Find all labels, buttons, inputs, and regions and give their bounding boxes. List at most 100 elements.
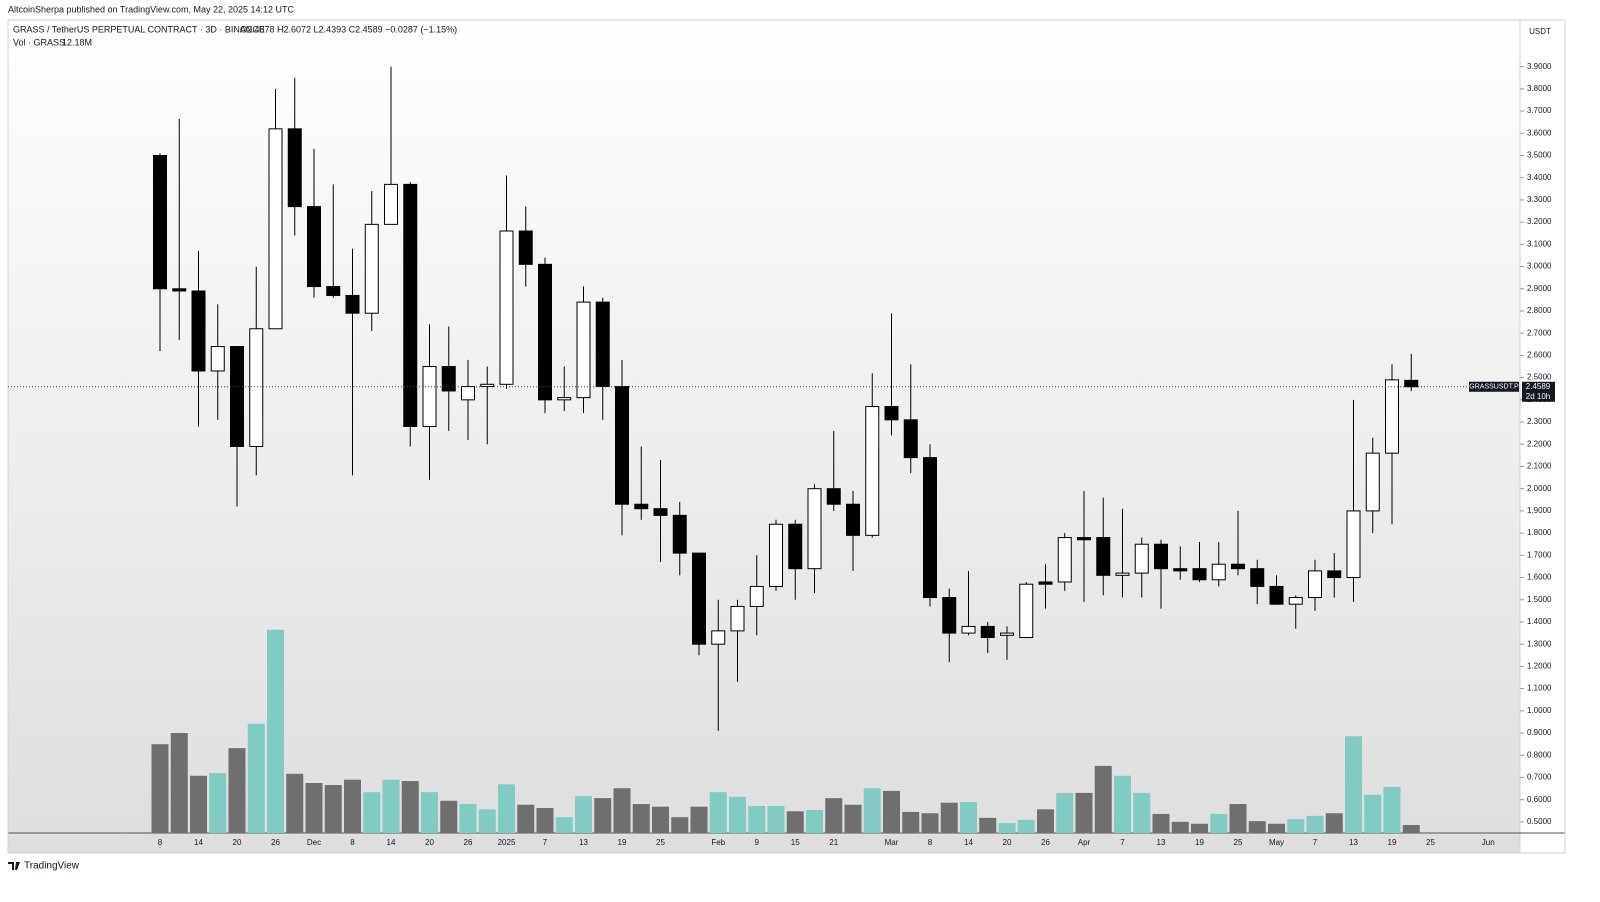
- x-tick-label: 15: [791, 838, 800, 847]
- volume-bar: [806, 809, 823, 833]
- volume-bar: [170, 733, 188, 833]
- y-tick-label: 2.3000: [1527, 417, 1552, 426]
- x-tick-label: 19: [1195, 838, 1204, 847]
- volume-bar: [1056, 792, 1074, 833]
- volume-bar: [440, 800, 458, 833]
- x-tick-label: 20: [233, 838, 242, 847]
- candle-body: [538, 263, 552, 401]
- x-tick-label: 19: [618, 838, 627, 847]
- volume-bar: [1248, 821, 1266, 833]
- x-tick-label: 20: [425, 838, 434, 847]
- candle-body: [711, 630, 726, 645]
- candle-body: [1288, 597, 1303, 605]
- candle-body: [595, 301, 610, 388]
- y-tick-label: 1.8000: [1527, 528, 1552, 537]
- candle-body: [1038, 581, 1053, 585]
- y-tick-label: 1.7000: [1527, 550, 1552, 559]
- candle-body: [1173, 568, 1188, 572]
- candle-body: [153, 155, 167, 290]
- volume-bar: [305, 783, 323, 833]
- candle-body: [364, 223, 379, 314]
- candle-body: [730, 605, 745, 632]
- y-tick-label: 3.7000: [1527, 106, 1552, 115]
- volume-legend: Vol · GRASS: [13, 37, 65, 47]
- candle-body: [1385, 379, 1399, 454]
- volume-bar: [228, 748, 246, 833]
- x-tick-label: 7: [543, 838, 548, 847]
- x-tick-label: May: [1269, 838, 1284, 847]
- x-tick-label: Jun: [1482, 838, 1495, 847]
- candle-body: [191, 290, 206, 372]
- x-tick-label: 8: [158, 838, 163, 847]
- x-tick-label: 21: [829, 838, 838, 847]
- x-tick-label: 8: [350, 838, 355, 847]
- x-tick-label: 20: [1003, 838, 1012, 847]
- candle-body: [865, 406, 880, 536]
- x-tick-label: Apr: [1078, 838, 1091, 847]
- volume-bar: [652, 806, 669, 833]
- volume-bar: [1094, 765, 1112, 833]
- volume-bar: [671, 817, 689, 833]
- volume-bar: [709, 792, 727, 833]
- y-tick-label: 1.0000: [1527, 706, 1552, 715]
- y-tick-label: 2.7000: [1527, 328, 1552, 337]
- x-tick-label: 14: [387, 838, 396, 847]
- y-tick-label: 3.8000: [1527, 84, 1552, 93]
- candle-body: [480, 383, 495, 388]
- volume-bar: [401, 781, 419, 833]
- volume-bar: [690, 806, 708, 833]
- x-tick-label: 13: [1157, 838, 1166, 847]
- x-tick-label: 25: [656, 838, 665, 847]
- candle-body: [653, 508, 668, 516]
- volume-value: 12.18M: [62, 37, 92, 47]
- y-tick-label: 3.1000: [1527, 239, 1552, 248]
- publisher: AltcoinSherpa published on TradingView.c…: [8, 4, 295, 14]
- volume-bar: [151, 744, 169, 833]
- candle-body: [1096, 537, 1111, 576]
- y-tick-label: 0.9000: [1527, 728, 1552, 737]
- y-tick-label: 3.9000: [1527, 62, 1552, 71]
- candle-body: [441, 366, 456, 392]
- x-tick-label: 14: [194, 838, 203, 847]
- candle-body: [615, 386, 629, 505]
- candle-body: [1250, 568, 1265, 587]
- candle-body: [807, 488, 822, 570]
- candle-body: [1365, 452, 1380, 512]
- candle-body: [846, 503, 860, 536]
- volume-bar: [998, 823, 1016, 833]
- volume-bar: [1171, 821, 1189, 833]
- currency: USDT: [1529, 27, 1551, 36]
- logo: [8, 862, 20, 870]
- volume-bar: [1402, 824, 1420, 833]
- candle-body: [903, 419, 918, 459]
- volume-bar: [1017, 819, 1035, 833]
- candle-body: [1154, 543, 1168, 570]
- volume-bar: [1152, 813, 1170, 833]
- y-tick-label: 3.4000: [1527, 173, 1552, 182]
- y-tick-label: 1.3000: [1527, 639, 1552, 648]
- price-axis-background: [1520, 20, 1565, 853]
- candle-body: [268, 128, 283, 330]
- candle-body: [210, 346, 225, 372]
- volume-bar: [1287, 819, 1305, 833]
- y-tick-label: 1.2000: [1527, 662, 1552, 671]
- y-tick-label: 2.9000: [1527, 284, 1552, 293]
- candle-body: [422, 366, 437, 428]
- x-tick-label: 13: [1349, 838, 1358, 847]
- volume-bar: [594, 798, 612, 833]
- volume-bar: [1306, 815, 1324, 833]
- y-tick-label: 0.8000: [1527, 750, 1552, 759]
- candle-body: [1000, 632, 1014, 636]
- volume-bar: [1383, 786, 1401, 833]
- volume-bar: [1114, 775, 1131, 833]
- candle-body: [826, 488, 841, 505]
- candle-body: [249, 328, 264, 447]
- candle-body: [961, 625, 976, 634]
- volume-bar: [729, 796, 746, 833]
- candle-body: [1404, 379, 1419, 388]
- volume-bar: [863, 788, 881, 833]
- candle-body: [576, 301, 591, 399]
- candle-body: [692, 552, 706, 645]
- y-tick-label: 1.9000: [1527, 506, 1552, 515]
